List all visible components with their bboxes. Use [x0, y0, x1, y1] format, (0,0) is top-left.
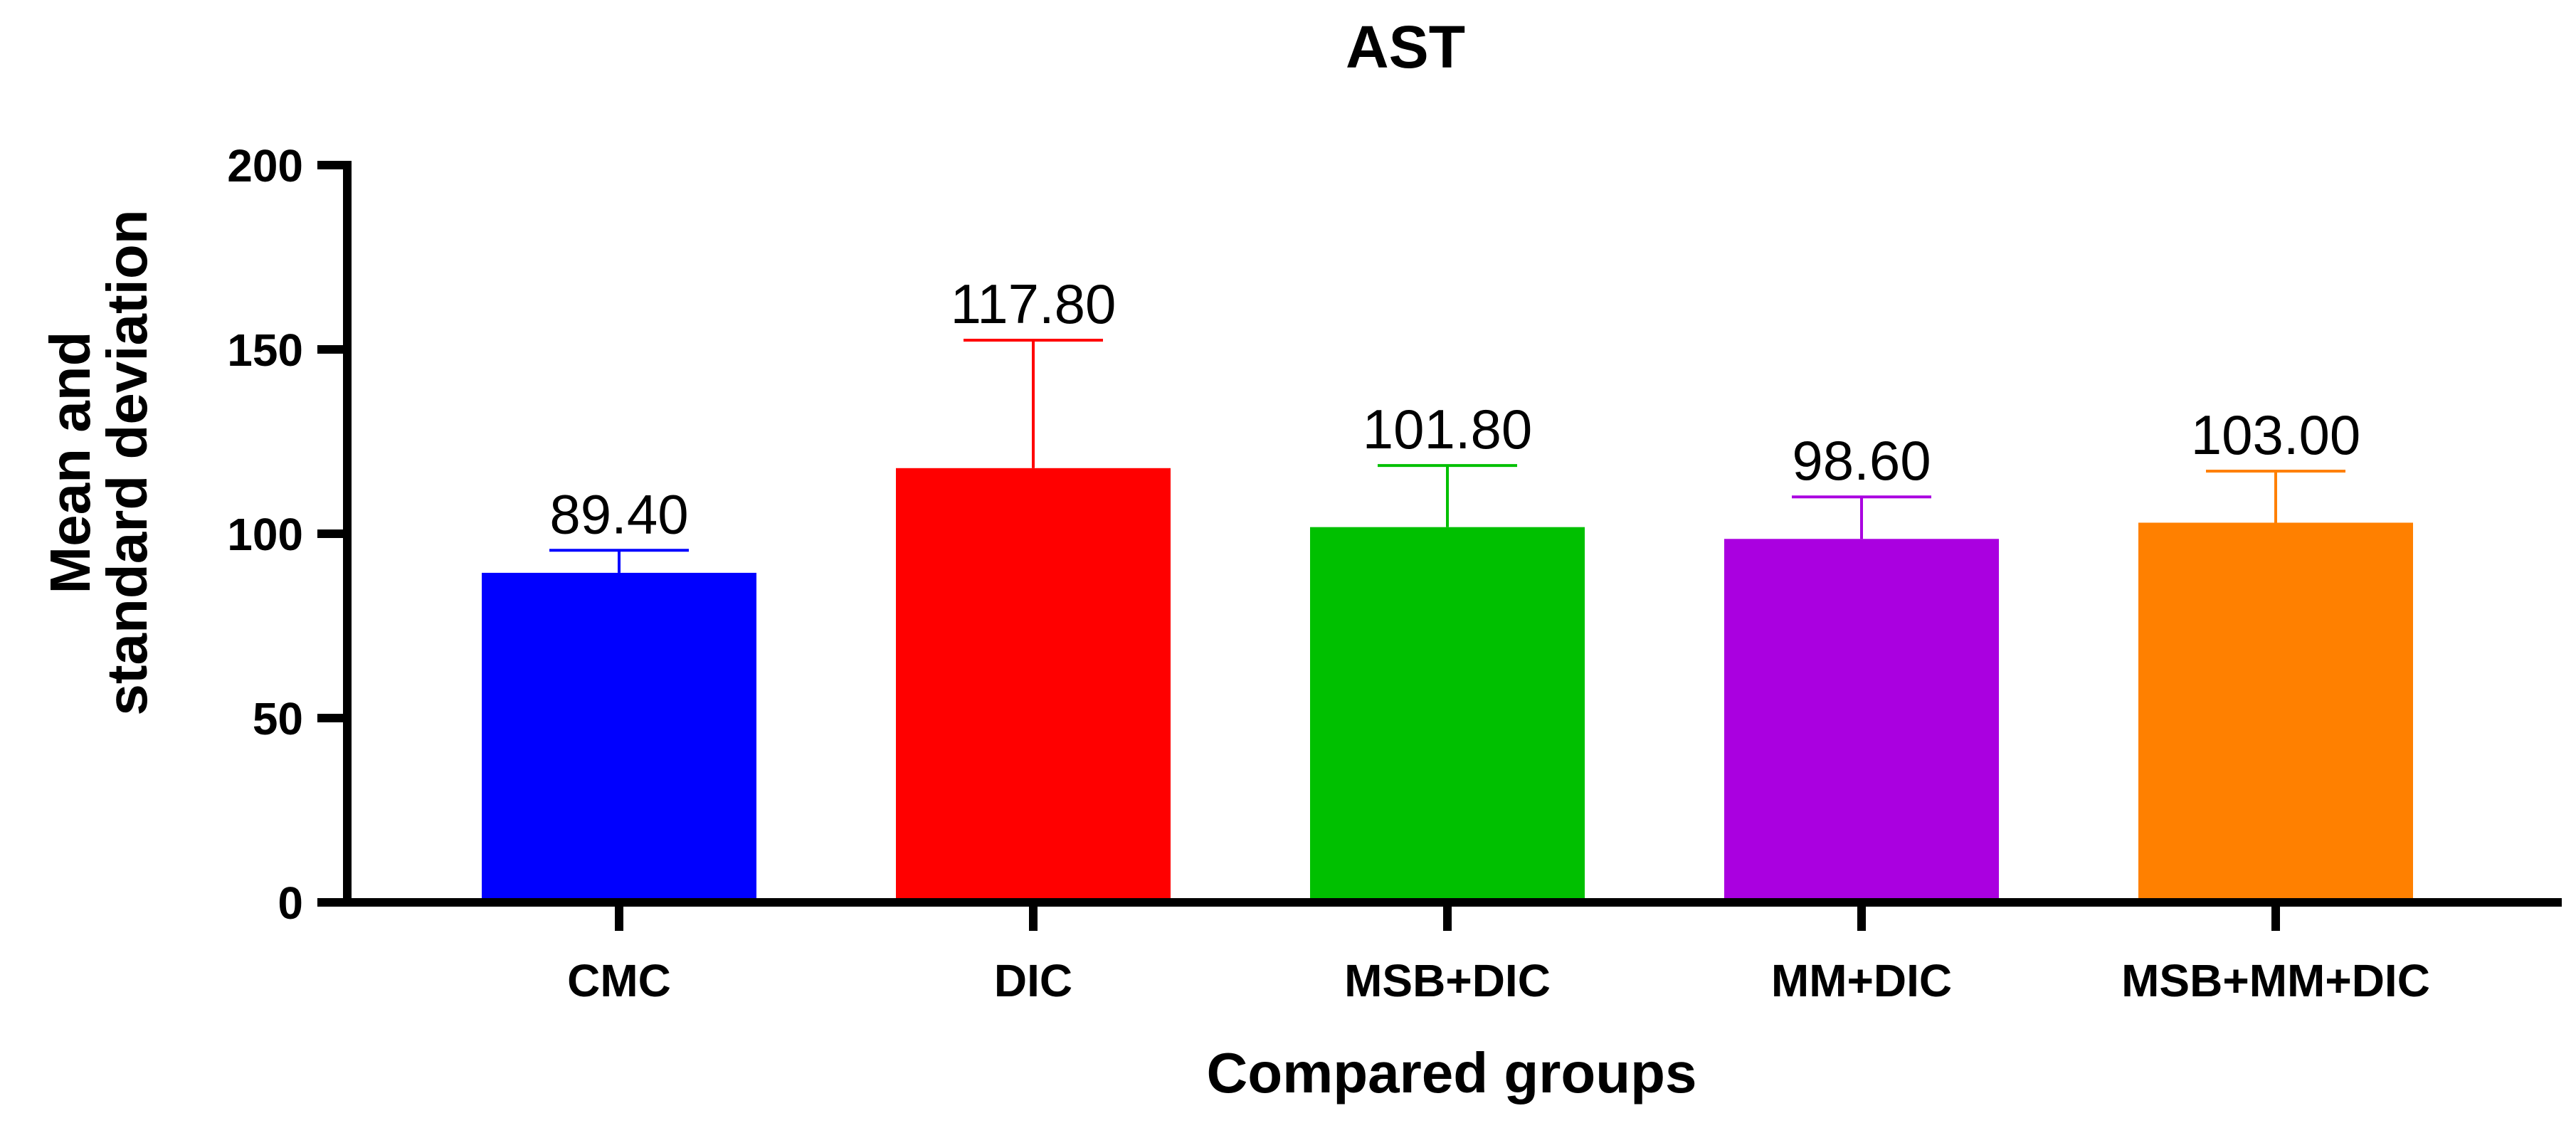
x-tick-label-msb-mm-dic: MSB+MM+DIC — [2121, 955, 2430, 1006]
y-tick-label-100: 100 — [227, 509, 303, 560]
bar-cmc — [482, 572, 756, 902]
y-tick-label-200: 200 — [227, 140, 303, 191]
y-axis-label-line-2: standard deviation — [95, 209, 159, 715]
bar-mm-dic — [1724, 539, 1999, 902]
bar-msb-dic — [1310, 527, 1585, 902]
x-tick-label-mm-dic: MM+DIC — [1771, 955, 1952, 1006]
x-tick-label-cmc: CMC — [567, 955, 671, 1006]
data-label-cmc: 89.40 — [549, 483, 688, 545]
y-tick-label-0: 0 — [278, 877, 303, 929]
data-label-msb-dic: 101.80 — [1363, 398, 1533, 460]
data-label-dic: 117.80 — [951, 273, 1117, 335]
y-axis-label: Mean and standard deviation — [38, 209, 159, 715]
x-tick-label-msb-dic: MSB+DIC — [1344, 955, 1551, 1006]
bar-dic — [896, 468, 1171, 902]
x-tick-label-dic: DIC — [994, 955, 1072, 1006]
chart-title: AST — [1346, 14, 1465, 80]
data-label-mm-dic: 98.60 — [1792, 429, 1931, 492]
y-axis-label-line-1: Mean and — [38, 332, 102, 594]
plot-area: 89.40 CMC 117.80 DIC 101.80 MSB+DIC 98.60 MM+DI… — [227, 140, 2562, 1006]
bar-msb-mm-dic — [2138, 522, 2413, 902]
y-tick-label-150: 150 — [227, 325, 303, 376]
data-label-msb-mm-dic: 103.00 — [2191, 404, 2361, 466]
y-tick-label-50: 50 — [253, 693, 303, 744]
x-axis-label: Compared groups — [1207, 1041, 1697, 1104]
